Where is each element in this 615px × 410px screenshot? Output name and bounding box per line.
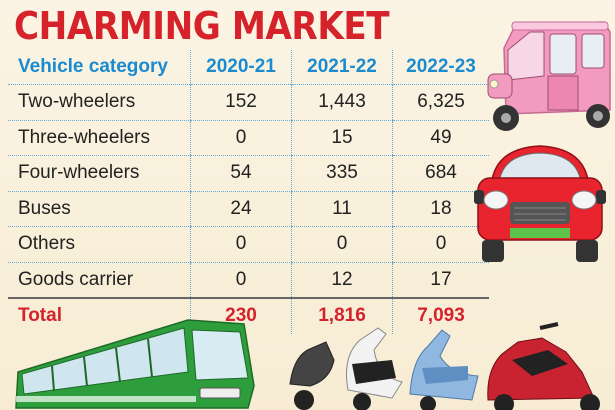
cell-value: 12: [291, 262, 393, 299]
row-label: Buses: [8, 191, 191, 227]
cell-value: 1,443: [291, 84, 393, 121]
chart-title: CHARMING MARKET: [14, 4, 390, 48]
cell-value: 0: [392, 226, 489, 263]
cell-value: 0: [190, 262, 292, 299]
cell-value: 49: [392, 120, 489, 156]
electric-car-icon: [474, 145, 606, 262]
table-row: Others 0 0 0: [8, 226, 489, 263]
header-category: Vehicle category: [18, 56, 168, 77]
cell-value: 0: [190, 120, 292, 156]
data-table: Vehicle category 2020-21 2021-22 2022-23…: [8, 50, 489, 334]
row-label: Others: [8, 226, 191, 263]
table-row: Buses 24 11 18: [8, 191, 489, 227]
row-label: Four-wheelers: [8, 155, 191, 192]
cell-value: 6,325: [392, 84, 489, 121]
cell-value: 15: [291, 120, 393, 156]
total-value: 7,093: [392, 298, 489, 334]
electric-scooters-icon: [289, 322, 600, 410]
header-year-3: 2022-23: [392, 50, 489, 85]
cell-value: 0: [291, 226, 393, 263]
cell-value: 54: [190, 155, 292, 192]
row-label: Three-wheelers: [8, 120, 191, 156]
cell-value: 0: [190, 226, 292, 263]
electric-rickshaw-icon: [487, 21, 611, 131]
table-row: Two-wheelers 152 1,443 6,325: [8, 84, 489, 121]
cell-value: 11: [291, 191, 393, 227]
total-label: Total: [18, 305, 62, 327]
row-label: Two-wheelers: [8, 84, 191, 121]
table-row: Goods carrier 0 12 17: [8, 262, 489, 299]
cell-value: 18: [392, 191, 489, 227]
header-year-1: 2020-21: [190, 50, 292, 85]
table-header-row: Vehicle category 2020-21 2021-22 2022-23: [8, 50, 489, 85]
cell-value: 24: [190, 191, 292, 227]
header-year-2: 2021-22: [291, 50, 393, 85]
cell-value: 17: [392, 262, 489, 299]
table-row: Four-wheelers 54 335 684: [8, 155, 489, 192]
cell-value: 152: [190, 84, 292, 121]
cell-value: 335: [291, 155, 393, 192]
row-label: Goods carrier: [8, 262, 191, 299]
table-row: Three-wheelers 0 15 49: [8, 120, 489, 156]
total-value: 1,816: [291, 298, 393, 334]
electric-bus-icon: [15, 319, 255, 409]
cell-value: 684: [392, 155, 489, 192]
